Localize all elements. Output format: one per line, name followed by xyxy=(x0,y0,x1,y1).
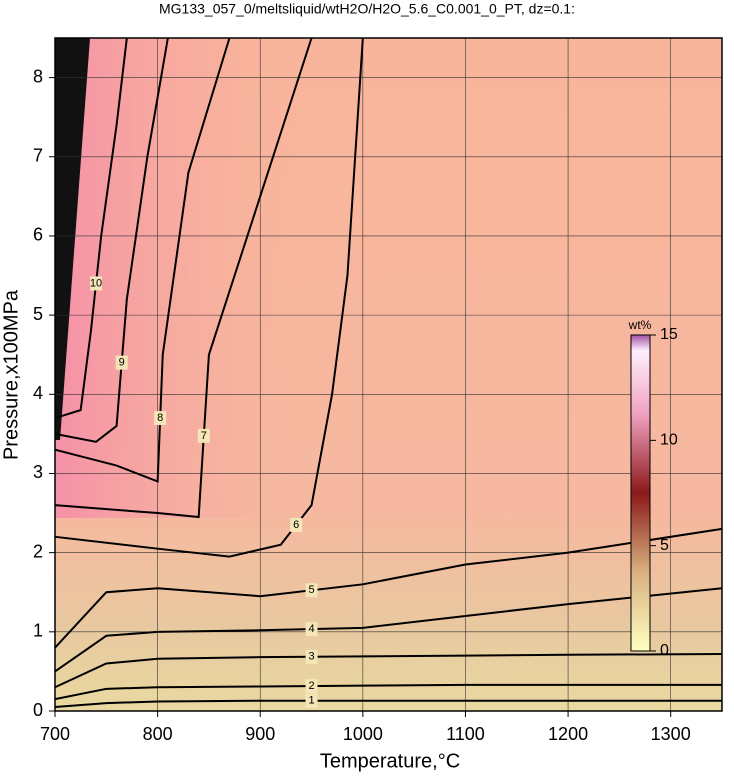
colorbar xyxy=(630,334,651,652)
contour-label-bg xyxy=(290,517,303,532)
y-tick-label: 3 xyxy=(33,462,43,482)
contour-label-bg xyxy=(115,355,128,370)
y-tick-label: 5 xyxy=(33,304,43,324)
y-tick-label: 1 xyxy=(33,621,43,641)
contour-label: 1 xyxy=(308,695,314,707)
contour-line xyxy=(54,37,313,519)
x-tick-label: 1100 xyxy=(446,724,485,744)
colorbar-tick-label: 10 xyxy=(660,432,678,449)
contour-label: 8 xyxy=(157,412,163,424)
contour-label: 6 xyxy=(293,519,299,531)
x-tick-label: 900 xyxy=(245,724,275,744)
x-tick-label: 1200 xyxy=(548,724,588,744)
plot-frame xyxy=(54,37,723,712)
contour-label: 7 xyxy=(201,430,207,442)
x-axis-label: Temperature,°C xyxy=(320,750,460,772)
contour-label-bg xyxy=(305,679,318,694)
contour-label: 3 xyxy=(308,651,314,663)
contour-label: 4 xyxy=(308,623,314,635)
x-tick-label: 1000 xyxy=(343,724,383,744)
colorbar-title: wt% xyxy=(628,318,652,332)
chart-title: MG133_057_0/meltsliquid/wtH2O/H2O_5.6_C0… xyxy=(159,1,575,17)
contour-label-bg xyxy=(90,276,103,291)
contour-label-bg xyxy=(197,428,210,443)
contour-label: 10 xyxy=(90,277,102,289)
x-tick-label: 700 xyxy=(40,724,70,744)
contour-label-bg xyxy=(154,411,167,426)
contour-label: 2 xyxy=(308,680,314,692)
contour-label-bg xyxy=(305,622,318,637)
colorbar-tick-label: 15 xyxy=(660,326,678,343)
contour-label-bg xyxy=(305,693,318,708)
x-tick-label: 1300 xyxy=(651,724,691,744)
y-axis-label: Pressure,x100MPa xyxy=(0,289,22,460)
y-tick-label: 4 xyxy=(33,383,43,403)
y-tick-label: 6 xyxy=(33,225,43,245)
y-tick-label: 7 xyxy=(33,146,43,166)
contour-label: 5 xyxy=(308,584,314,596)
colorbar-tick-label: 5 xyxy=(660,537,669,554)
contour-label-bg xyxy=(305,583,318,598)
colorbar-tick-label: 0 xyxy=(660,642,669,659)
y-tick-label: 2 xyxy=(33,541,43,561)
dense-region xyxy=(55,38,90,440)
contour-label: 9 xyxy=(119,357,125,369)
y-tick-label: 0 xyxy=(33,700,43,720)
contour-label-bg xyxy=(305,649,318,664)
x-tick-label: 800 xyxy=(143,724,173,744)
y-tick-label: 8 xyxy=(33,66,43,86)
